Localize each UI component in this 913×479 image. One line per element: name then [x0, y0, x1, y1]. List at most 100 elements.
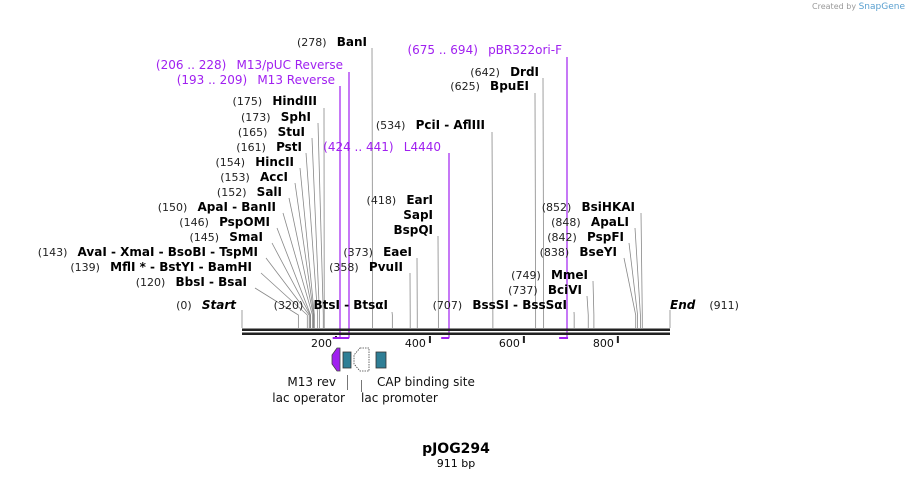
site-line-bbsi-bsai [254, 287, 299, 328]
site-line-bseyi [623, 257, 637, 328]
site-label-mfli-bstyi-bamhi[interactable]: (139) MflI * - BstYI - BamHI [70, 256, 252, 275]
site-line-mfli-bstyi-bamhi [260, 272, 308, 328]
site-line-apai-banii [282, 212, 313, 328]
site-name: ApaI - BanII [198, 200, 277, 214]
tick-label-800: 800 [593, 337, 614, 350]
site-label-hincii[interactable]: (154) HincII [215, 151, 294, 170]
site-name: AvaI - XmaI - BsoBI - TspMI [78, 245, 258, 259]
site-name: PstI [276, 140, 302, 154]
site-name: MmeI [551, 268, 588, 282]
site-position: (838) [540, 246, 570, 259]
site-label-eaei[interactable]: (373) EaeI [343, 241, 412, 260]
site-position: (625) [450, 80, 480, 93]
site-label-sphi[interactable]: (173) SphI [241, 106, 311, 125]
site-line-psti [305, 152, 319, 328]
brand-text: SnapGene [858, 2, 905, 12]
site-name: End [670, 298, 696, 312]
site-label-bbsi-bsai[interactable]: (120) BbsI - BsaI [136, 271, 247, 290]
site-label-pspfi[interactable]: (842) PspFI [547, 226, 624, 245]
site-label-bsssi-bsss-i[interactable]: (707) BssSI - BssSαI [433, 294, 567, 313]
site-position: (911) [709, 299, 739, 312]
site-position: (852) [542, 201, 572, 214]
site-name: Start [202, 298, 237, 312]
site-line-acci [294, 182, 315, 328]
site-line-sphi [317, 122, 324, 328]
site-label-btsi-bts-i[interactable]: (320) BtsI - BtsαI [274, 294, 388, 313]
site-name: PspFI [587, 230, 624, 244]
site-label-psti[interactable]: (161) PstI [236, 136, 302, 155]
site-label-start[interactable]: (0) Start [176, 294, 237, 313]
site-name: MflI * - BstYI - BamHI [110, 260, 252, 274]
site-label-apali[interactable]: (848) ApaLI [551, 211, 629, 230]
primer-label-l4440[interactable]: (424 .. 441) L4440 [323, 136, 441, 155]
site-name: HincII [255, 155, 294, 169]
site-position: (418) [367, 194, 397, 207]
site-label-sali[interactable]: (152) SalI [217, 181, 282, 200]
site-label-bspqi[interactable]: BspQI [393, 223, 433, 237]
site-name: SphI [281, 110, 311, 124]
site-position: (842) [547, 231, 577, 244]
feature-label-cap-binding-site: CAP binding site [377, 375, 475, 389]
site-label-avai-xmai-bsobi-tspmi[interactable]: (143) AvaI - XmaI - BsoBI - TspMI [38, 241, 258, 260]
primer-bracket-l4440[interactable] [441, 337, 450, 339]
site-line-drdi [542, 77, 545, 328]
site-line-pcii-afliii [491, 131, 494, 328]
site-label-pvuii[interactable]: (358) PvuII [329, 256, 403, 275]
site-name: AccI [260, 170, 288, 184]
site-position: (150) [158, 201, 188, 214]
site-name: BanI [337, 35, 367, 49]
site-label-bcivi[interactable]: (737) BciVI [508, 279, 582, 298]
site-name: BciVI [548, 283, 582, 297]
primer-label-m13-reverse[interactable]: (193 .. 209) M13 Reverse [177, 69, 335, 88]
site-label-apai-banii[interactable]: (150) ApaI - BanII [158, 196, 276, 215]
site-position: (146) [179, 216, 209, 229]
site-label-eari[interactable]: (418) EarI [367, 189, 433, 208]
site-label-hindiii[interactable]: (175) HindIII [233, 90, 317, 109]
primer-name: M13/pUC Reverse [237, 58, 344, 72]
site-name: BbsI - BsaI [175, 275, 247, 289]
site-label-bseyi[interactable]: (838) BseYI [540, 241, 617, 260]
primer-bracket-m13-reverse[interactable] [332, 337, 341, 339]
site-line-pspfi [628, 242, 638, 328]
site-position: (373) [343, 246, 373, 259]
primer-range: (193 .. 209) [177, 73, 247, 87]
site-label-pcii-afliii[interactable]: (534) PciI - AflIII [376, 114, 485, 133]
primer-bracket-m13-puc-reverse[interactable] [338, 337, 350, 339]
site-name: ApaLI [591, 215, 629, 229]
primer-name: L4440 [404, 140, 441, 154]
primer-bracket-pbr322ori-f[interactable] [559, 337, 569, 339]
site-line-bpuei [534, 92, 537, 328]
site-label-bpuei[interactable]: (625) BpuEI [450, 75, 529, 94]
site-position: (143) [38, 246, 68, 259]
feature-label-lac-promoter: lac promoter [361, 391, 438, 405]
site-line-bcivi [586, 295, 589, 328]
site-name: PciI - AflIII [416, 118, 485, 132]
site-line-stui [311, 137, 320, 328]
lac-promoter-feature-arrow[interactable] [353, 347, 370, 372]
primer-label-pbr322ori-f[interactable]: (675 .. 694) pBR322ori-F [407, 39, 562, 58]
site-position: (173) [241, 111, 271, 124]
cap-binding-site-feature[interactable] [375, 351, 387, 369]
site-label-acci[interactable]: (153) AccI [220, 166, 288, 185]
primer-label-m13-puc-reverse[interactable]: (206 .. 228) M13/pUC Reverse [156, 54, 343, 73]
site-name: DrdI [510, 65, 539, 79]
m13-rev-feature-arrow[interactable] [331, 347, 341, 372]
site-label-drdi[interactable]: (642) DrdI [470, 61, 539, 80]
site-label-mmei[interactable]: (749) MmeI [511, 264, 588, 283]
site-label-smai[interactable]: (145) SmaI [190, 226, 263, 245]
site-name: BtsI - BtsαI [313, 298, 388, 312]
site-name: EarI [406, 193, 433, 207]
lac-operator-feature[interactable] [342, 351, 352, 369]
tick-mark-600 [522, 336, 525, 343]
site-label-stui[interactable]: (165) StuI [238, 121, 305, 140]
tick-label-400: 400 [405, 337, 426, 350]
site-label-bani[interactable]: (278) BanI [297, 31, 367, 50]
site-name: PspOMI [219, 215, 270, 229]
site-label-end[interactable]: End (911) [670, 298, 739, 312]
site-label-pspomi[interactable]: (146) PspOMI [179, 211, 270, 230]
site-name: BsiHKAI [582, 200, 636, 214]
site-label-sapi[interactable]: SapI [403, 208, 433, 222]
tick-label-200: 200 [311, 337, 332, 350]
site-label-bsihkai[interactable]: (852) BsiHKAI [542, 196, 635, 215]
